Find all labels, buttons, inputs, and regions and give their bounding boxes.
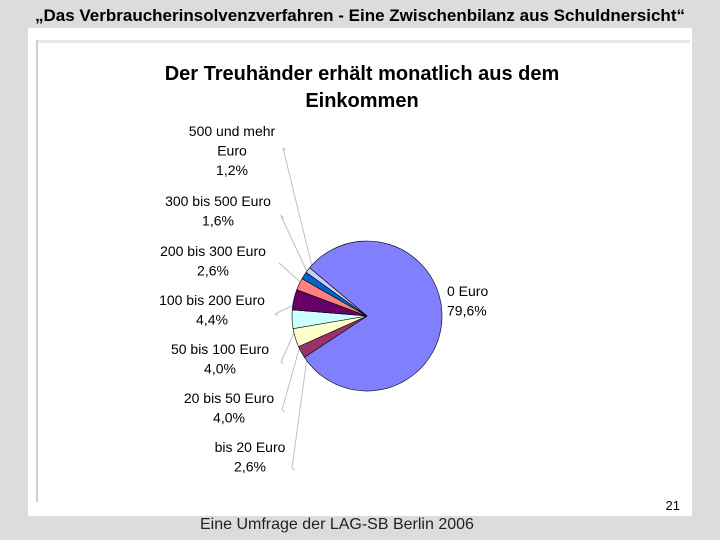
page-number: 21 xyxy=(665,498,680,513)
slice-value-label: 79,6% xyxy=(447,303,487,319)
panel-left-border xyxy=(36,40,38,502)
pie-slices xyxy=(291,240,443,392)
slice-category-label: 500 und mehr xyxy=(189,123,276,139)
pie-slice xyxy=(305,267,368,317)
slice-category-label: 300 bis 500 Euro xyxy=(165,193,271,209)
slice-category-label: 20 bis 50 Euro xyxy=(184,390,274,406)
leader-line xyxy=(282,146,315,276)
slice-value-label: 4,0% xyxy=(204,361,236,377)
leader-line xyxy=(281,335,304,413)
leader-line xyxy=(291,348,309,471)
slice-labels: 0 Euro 79,6% bis 20 Euro 2,6% 20 bis 50 Euro… xyxy=(159,123,488,475)
leader-line xyxy=(279,214,312,280)
slice-category-label: Euro xyxy=(217,143,247,159)
chart-title-line-2: Einkommen xyxy=(305,90,418,112)
chart-title-line-1: Der Treuhänder erhält monatlich aus dem xyxy=(165,63,560,85)
slice-category-label: 200 bis 300 Euro xyxy=(160,243,266,259)
slice-category-label: bis 20 Euro xyxy=(215,439,286,455)
slice-category-label: 50 bis 100 Euro xyxy=(171,341,269,357)
slice-value-label: 1,6% xyxy=(202,213,234,229)
pie-slice xyxy=(304,240,443,392)
slice-category-label: 0 Euro xyxy=(447,283,488,299)
slice-value-label: 2,6% xyxy=(234,459,266,475)
leader-lines xyxy=(273,146,315,471)
slice-value-label: 4,4% xyxy=(196,312,228,328)
slide-title: „Das Verbraucherinsolvenzverfahren - Ein… xyxy=(35,6,685,25)
slice-category-label: 100 bis 200 Euro xyxy=(159,292,265,308)
panel-divider xyxy=(36,40,690,43)
slice-value-label: 2,6% xyxy=(197,263,229,279)
slice-value-label: 4,0% xyxy=(213,410,245,426)
footer-text: Eine Umfrage der LAG-SB Berlin 2006 xyxy=(200,516,474,533)
slice-value-label: 1,2% xyxy=(216,162,248,178)
leader-line xyxy=(278,262,307,288)
